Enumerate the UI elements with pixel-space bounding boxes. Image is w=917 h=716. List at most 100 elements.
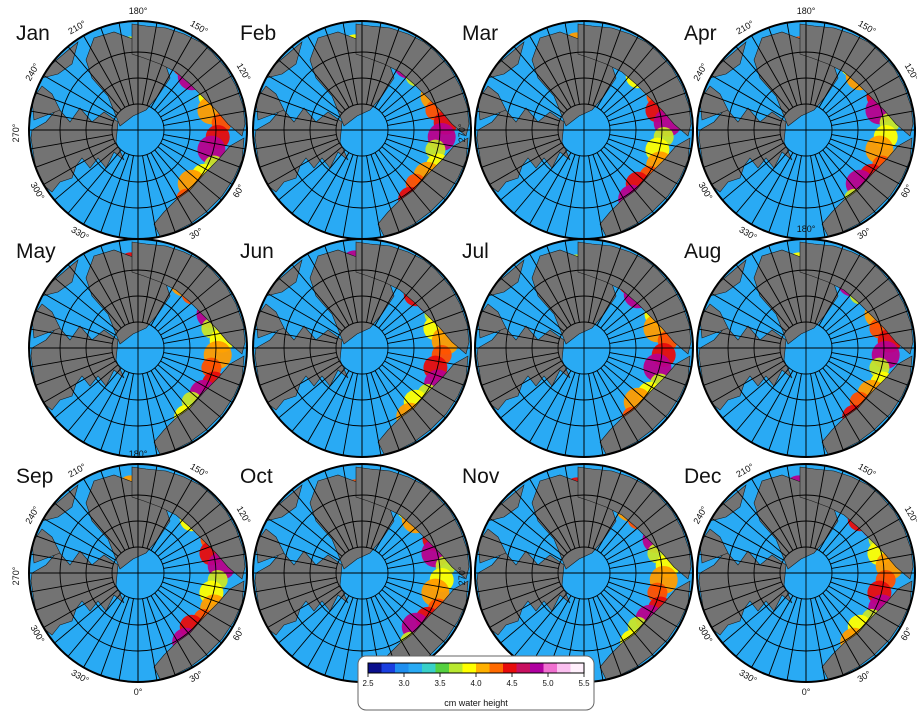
meridian-line [387,553,470,569]
colorbar-swatch [435,663,450,673]
meridian-line [267,585,340,628]
meridian-line [370,27,400,106]
meridian-line [146,27,176,106]
meridian-line [278,277,343,332]
meridian-line [342,240,358,323]
meridian-line [608,581,687,611]
meridian-line [476,328,559,344]
meridian-line [481,356,560,386]
meridian-line [830,310,909,340]
meridian-line [596,370,639,443]
meridian-line [722,59,787,114]
meridian-line [529,370,572,443]
longitude-label: 30° [856,669,873,685]
meridian-line [157,364,222,419]
colorbar: 2.5 3.0 3.5 4.0 4.5 5.0 5.5 cm water height [357,655,595,711]
meridian-line [30,328,113,344]
meridian-line [146,154,176,233]
meridian-line [278,589,343,644]
meridian-line [814,372,844,451]
meridian-line [818,595,861,668]
longitude-label: 240° [23,504,41,525]
meridian-line [366,373,382,456]
meridian-line [822,46,877,111]
meridian-line [698,577,781,593]
meridian-line [118,155,134,238]
meridian-line [386,581,465,611]
meridian-line [825,59,890,114]
meridian-line [825,589,890,644]
meridian-line [810,598,826,681]
meridian-line [768,470,798,549]
meridian-line [278,146,343,201]
colorbar-tick-label: 3.5 [434,679,446,688]
meridian-line [822,489,877,554]
meridian-line [154,367,209,432]
meridian-line [35,310,114,340]
colorbar-tick-label: 5.0 [542,679,554,688]
meridian-line [291,149,346,214]
meridian-line [160,360,233,403]
meridian-line [703,138,782,168]
colorbar-swatch [489,663,504,673]
meridian-line [500,146,565,201]
meridian-line [259,356,338,386]
meridian-line [588,373,604,456]
meridian-line [592,372,622,451]
colorbar-swatch [476,663,490,673]
meridian-line [378,264,433,329]
meridian-line [814,27,844,106]
meridian-line [603,589,668,644]
meridian-line [735,489,790,554]
meridian-line [374,35,417,108]
polar-map-nov: Nov 270° [457,463,694,683]
meridian-line [267,360,340,403]
meridian-line [163,134,246,150]
meridian-line [307,478,350,551]
meridian-line [54,364,119,419]
meridian-line [67,46,122,111]
meridian-line [481,92,560,122]
meridian-line [142,373,158,456]
meridian-line [831,328,914,344]
meridian-line [142,240,158,323]
meridian-line [324,470,354,549]
meridian-line [387,110,470,126]
meridian-line [476,110,559,126]
meridian-line [381,589,446,644]
meridian-line [374,595,417,668]
month-label: Sep [16,465,53,488]
meridian-line [810,373,826,456]
meridian-line [387,134,470,150]
meridian-line [100,27,130,106]
colorbar-title: cm water height [444,698,508,708]
meridian-line [588,465,604,548]
meridian-line [370,372,400,451]
colorbar-ticks: 2.5 3.0 3.5 4.0 4.5 5.0 5.5 [362,673,590,688]
meridian-line [100,470,130,549]
meridian-line [814,597,844,676]
meridian-line [828,142,901,185]
meridian-line [160,75,233,118]
meridian-line [703,535,782,565]
meridian-line [83,152,126,225]
meridian-line [142,22,158,105]
meridian-line [100,154,130,233]
meridian-line [608,138,687,168]
map-rim [28,238,248,458]
meridian-line [324,154,354,233]
colorbar-tick-label: 3.0 [398,679,410,688]
meridian-line [513,489,568,554]
meridian-line [818,152,861,225]
meridian-line [603,59,668,114]
colorbar-swatch [395,663,409,673]
meridian-line [83,478,126,551]
meridian-line [163,577,246,593]
meridian-line [162,138,241,168]
meridian-line [160,293,233,336]
meridian-line [162,310,241,340]
colorbar-swatch [543,663,558,673]
meridian-line [476,553,559,569]
meridian-line [254,328,337,344]
meridian-line [374,253,417,326]
